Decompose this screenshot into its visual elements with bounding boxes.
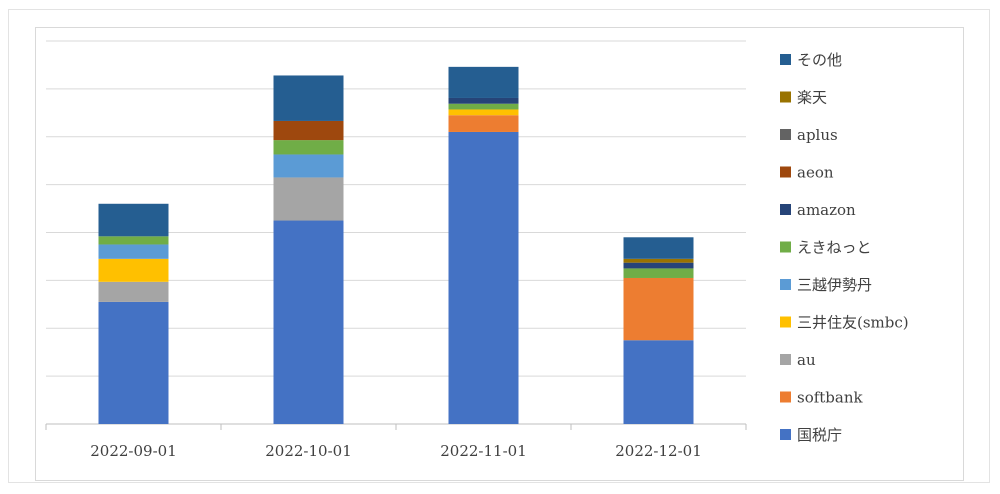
bar-segment-item [273,220,344,424]
legend-item-item: 楽天 [780,89,827,107]
legend-item-au: au [780,351,816,369]
bar-segment-softbank [623,277,694,341]
legend-item-softbank: softbank [780,389,864,407]
bar-segment-au [98,281,169,302]
legend-item-smbc: 三井住友(smbc) [780,314,909,332]
x-tick-label: 2022-12-01 [615,442,701,460]
legend-item-aplus: aplus [780,126,838,144]
legend-item-item: 国税庁 [780,426,842,444]
bar-segment-item [448,103,519,110]
bar-segment-item [98,244,169,259]
legend-swatch [780,166,791,178]
legend-swatch [780,354,791,365]
legend-swatch [780,54,791,65]
bar-segment-item [273,154,344,178]
bar-segment-item [448,66,519,98]
legend-swatch [780,429,791,440]
bars [98,66,694,424]
legend-label: 三越伊勢丹 [797,276,872,294]
legend-item-aeon: aeon [780,164,834,182]
legend-swatch [780,91,791,103]
legend-label: 国税庁 [797,426,842,444]
legend-label: aplus [797,126,838,144]
legend-label: softbank [797,389,864,407]
legend-swatch [780,129,791,140]
legend-item-amazon: amazon [780,201,856,219]
legend-item-item: 三越伊勢丹 [780,276,872,294]
bar-segment-item [448,131,519,424]
bar-segment-item [623,268,694,278]
legend-label: amazon [797,201,856,219]
bar-segment-amazon [623,262,694,269]
bar-segment-item [273,75,344,121]
legend-swatch [780,316,791,328]
bar-segment-softbank [448,115,519,132]
x-tick-label: 2022-09-01 [90,442,176,460]
bar-segment-smbc [98,258,169,282]
bar-segment-amazon [448,97,519,104]
bar-segment-item [623,340,694,424]
bar-segment-aeon [273,120,344,141]
legend-label: えきねっと [797,239,872,257]
legend-label: 三井住友(smbc) [797,314,909,332]
x-axis: 2022-09-01 2022-10-01 2022-11-01 2022-12-01 [45,424,747,460]
bar-segment-item [98,203,169,237]
legend-swatch [780,391,791,403]
legend-item-item: その他 [780,51,842,69]
bar-segment-item [623,258,694,263]
x-tick-label: 2022-11-01 [440,442,526,460]
bar-segment-item [623,237,694,259]
bar-segment-smbc [448,109,519,116]
bar-segment-item [98,301,169,424]
legend-swatch [780,204,791,215]
x-tick-label: 2022-10-01 [265,442,351,460]
legend-label: 楽天 [797,89,827,107]
legend-item-item: えきねっと [780,239,872,257]
bar-segment-item [273,140,344,155]
legend-label: aeon [797,164,834,182]
bar-segment-item [98,236,169,245]
bar-segment-au [273,177,344,221]
legend-swatch [780,279,791,290]
legend-swatch [780,241,791,253]
legend-label: その他 [797,51,842,69]
legend-label: au [797,351,816,369]
